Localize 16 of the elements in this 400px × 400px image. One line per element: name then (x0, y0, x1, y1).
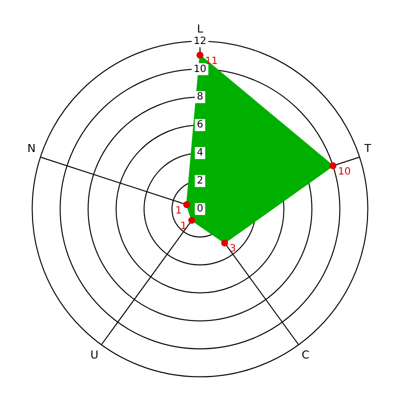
y-tick-label: 4 (196, 148, 204, 159)
data-label: 1 (180, 220, 187, 232)
y-tick-label: 10 (194, 64, 206, 75)
y-tick-label: 2 (196, 176, 204, 187)
spoke-label: N (27, 142, 36, 155)
y-tick-label: 0 (196, 204, 204, 215)
y-tick-label: 8 (196, 92, 204, 103)
y-tick-label: 6 (196, 120, 204, 131)
data-label: 3 (230, 244, 236, 255)
spoke-label: L (196, 22, 204, 36)
spoke-label: T (363, 142, 372, 155)
spoke-label: C (302, 348, 310, 362)
data-label: 1 (175, 205, 182, 216)
y-tick-label: 12 (194, 36, 206, 47)
data-label: 10 (338, 166, 351, 178)
spoke-label: U (90, 348, 98, 362)
